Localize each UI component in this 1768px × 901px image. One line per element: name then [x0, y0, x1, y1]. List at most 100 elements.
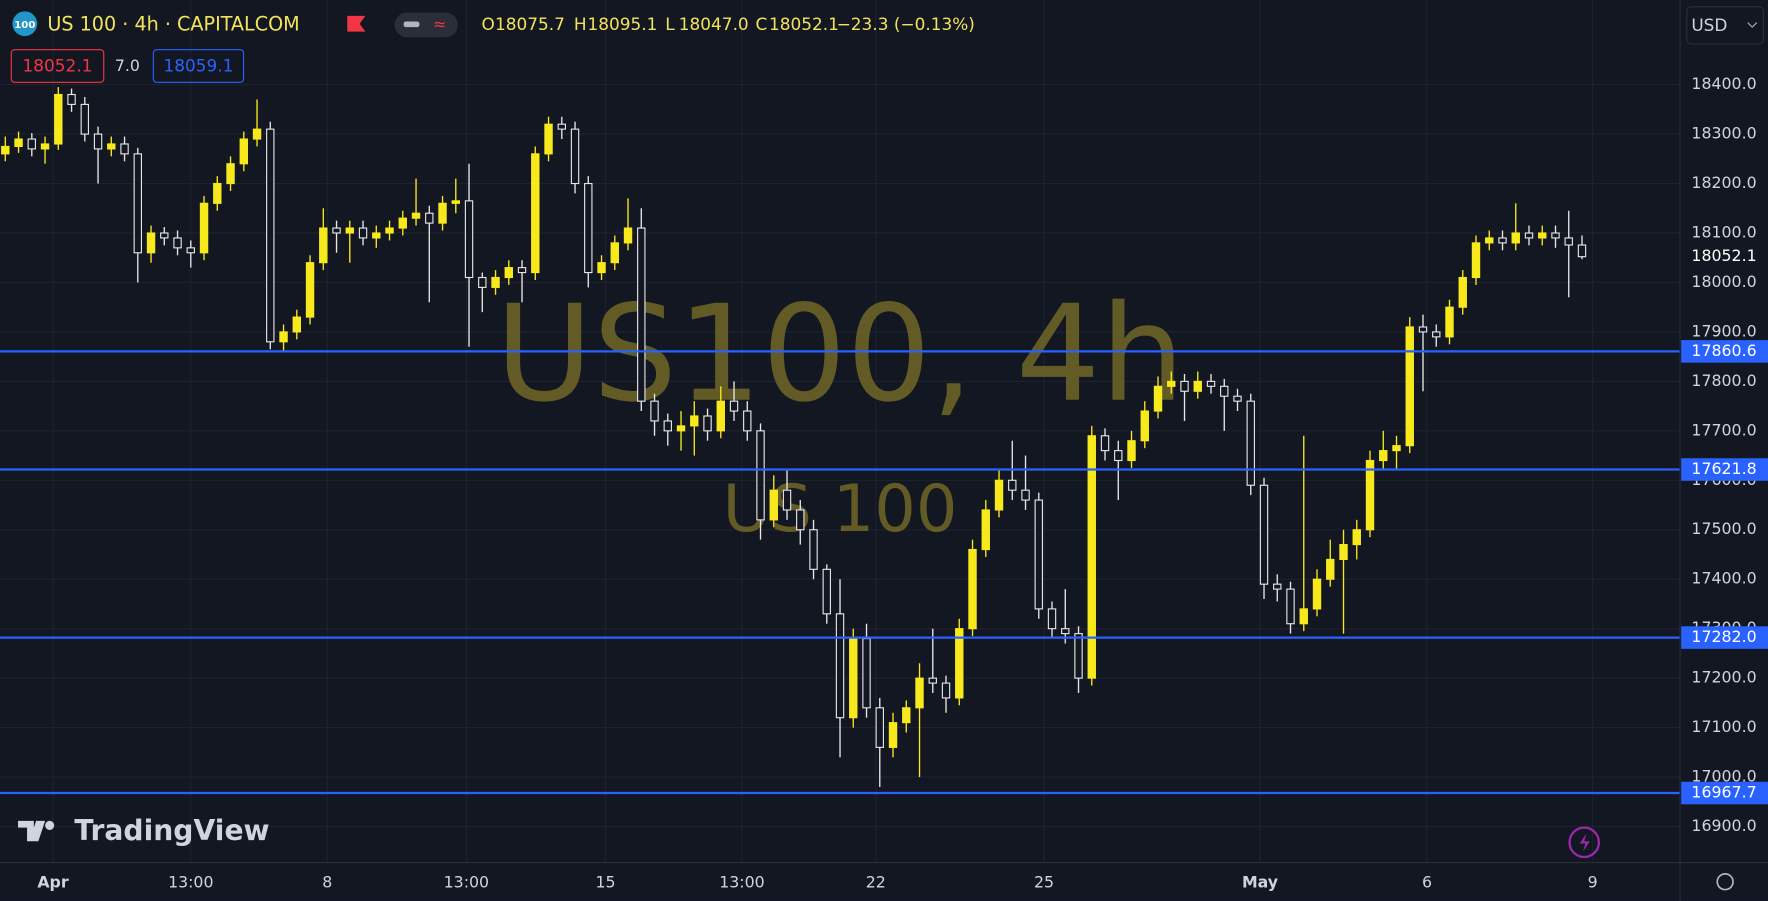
symbol-title[interactable]: US 100 · 4h · CAPITALCOM: [47, 12, 299, 35]
level-label: 16967.7: [1691, 783, 1756, 802]
candle-body: [1034, 499, 1043, 610]
x-tick-label: 8: [322, 872, 332, 891]
symbol-icon-text: 100: [14, 20, 35, 31]
candle-body: [1418, 326, 1428, 333]
level-label: 17860.6: [1691, 341, 1756, 360]
currency-button[interactable]: [1686, 6, 1765, 45]
ohlc-value: 18052.1: [769, 14, 839, 34]
candle-body: [968, 548, 977, 630]
candle-body: [544, 123, 553, 155]
level-label-bg: [1681, 781, 1768, 805]
candle-body: [1273, 583, 1282, 590]
candle-body: [1074, 633, 1083, 679]
candle-body: [213, 182, 222, 204]
candle-body: [1471, 242, 1481, 279]
candle-body: [716, 400, 725, 432]
candle-body: [928, 677, 937, 684]
candle-body: [292, 316, 301, 333]
candle-body: [345, 227, 354, 234]
lightning-button[interactable]: [1568, 826, 1600, 859]
candle-body: [796, 509, 805, 531]
candle-body: [14, 138, 23, 148]
sell-button[interactable]: [10, 49, 105, 83]
candle-body: [849, 638, 858, 719]
level-label: 17282.0: [1691, 627, 1756, 646]
candle-body: [1167, 380, 1176, 387]
candle-body: [1061, 628, 1070, 635]
watermark-title: US100, 4h: [495, 277, 1184, 432]
x-tick-label: May: [1242, 872, 1278, 891]
x-tick-label: 15: [595, 872, 615, 891]
candle-body: [199, 202, 209, 254]
price-axis: [1680, 0, 1768, 901]
candle-body: [1140, 410, 1149, 442]
candle-body: [875, 707, 884, 748]
candle-body: [1365, 459, 1375, 531]
candle-body: [703, 415, 712, 432]
candle-body: [438, 202, 447, 224]
toggle-icon: ≈: [433, 14, 446, 33]
candle-body: [610, 242, 619, 264]
candle-body: [385, 227, 394, 234]
candle-body: [186, 247, 196, 254]
buy-button[interactable]: [152, 49, 245, 83]
spread: 7.0: [115, 56, 140, 75]
candle-body: [782, 489, 792, 511]
candle-body: [266, 128, 275, 343]
candle-body: [1127, 440, 1136, 462]
candle-body: [226, 163, 235, 185]
candle-body: [1008, 479, 1017, 491]
level-label: 17621.8: [1691, 459, 1756, 478]
candle-body: [504, 267, 513, 279]
axes: 16900.017000.017100.017200.017300.017400…: [37, 74, 1768, 891]
candle-body: [888, 722, 898, 748]
change: −23.3 (−0.13%): [837, 14, 975, 34]
x-tick-label: 22: [866, 872, 886, 891]
candle-body: [1379, 450, 1388, 462]
candle-body: [1220, 385, 1229, 397]
flag-icon[interactable]: [347, 15, 366, 32]
candle-body: [80, 103, 90, 135]
candle-body: [743, 410, 752, 432]
candle-body: [1445, 306, 1454, 338]
candle-body: [332, 227, 341, 234]
candle-body: [1498, 237, 1507, 244]
y-tick-label: 17000.0: [1691, 767, 1756, 786]
candle-body: [902, 707, 911, 724]
candle-body: [411, 212, 421, 219]
last-price-label: 18052.1: [1691, 246, 1756, 265]
candle-body: [822, 568, 831, 615]
candle-body: [915, 677, 924, 709]
ohlc: O 18075.7 H 18095.1 L 18047.0 C 18052.1−23.3 (−…: [481, 14, 974, 34]
candle-body: [372, 232, 381, 239]
y-tick-label: 17700.0: [1691, 420, 1756, 439]
candle-body: [650, 400, 659, 422]
y-tick-label: 17200.0: [1691, 668, 1756, 687]
settings-button[interactable]: [1716, 873, 1734, 891]
candle-body: [1259, 484, 1269, 585]
x-tick-label: 25: [1034, 872, 1054, 891]
ohlc-key: H: [574, 14, 587, 34]
candle-body: [54, 93, 63, 145]
x-tick-label: 13:00: [168, 872, 213, 891]
candle-body: [1047, 608, 1057, 630]
candle-body: [1087, 435, 1096, 679]
candle-body: [173, 237, 182, 249]
candle-body: [67, 93, 76, 105]
candle-body: [358, 227, 368, 239]
candle-body: [941, 682, 951, 699]
candle-body: [1352, 529, 1361, 546]
candle-body: [1326, 558, 1335, 580]
candle-body: [120, 143, 129, 155]
candle-body: [1511, 232, 1520, 244]
candle-body: [425, 212, 434, 224]
logo-text: TradingView: [74, 814, 269, 847]
candle-body: [40, 143, 50, 150]
candle-body: [1458, 276, 1467, 308]
toggle[interactable]: [394, 12, 458, 38]
candle-body: [862, 638, 871, 709]
candle-body: [1286, 588, 1295, 625]
candle-body: [1153, 385, 1163, 412]
candle-body: [1551, 232, 1560, 239]
